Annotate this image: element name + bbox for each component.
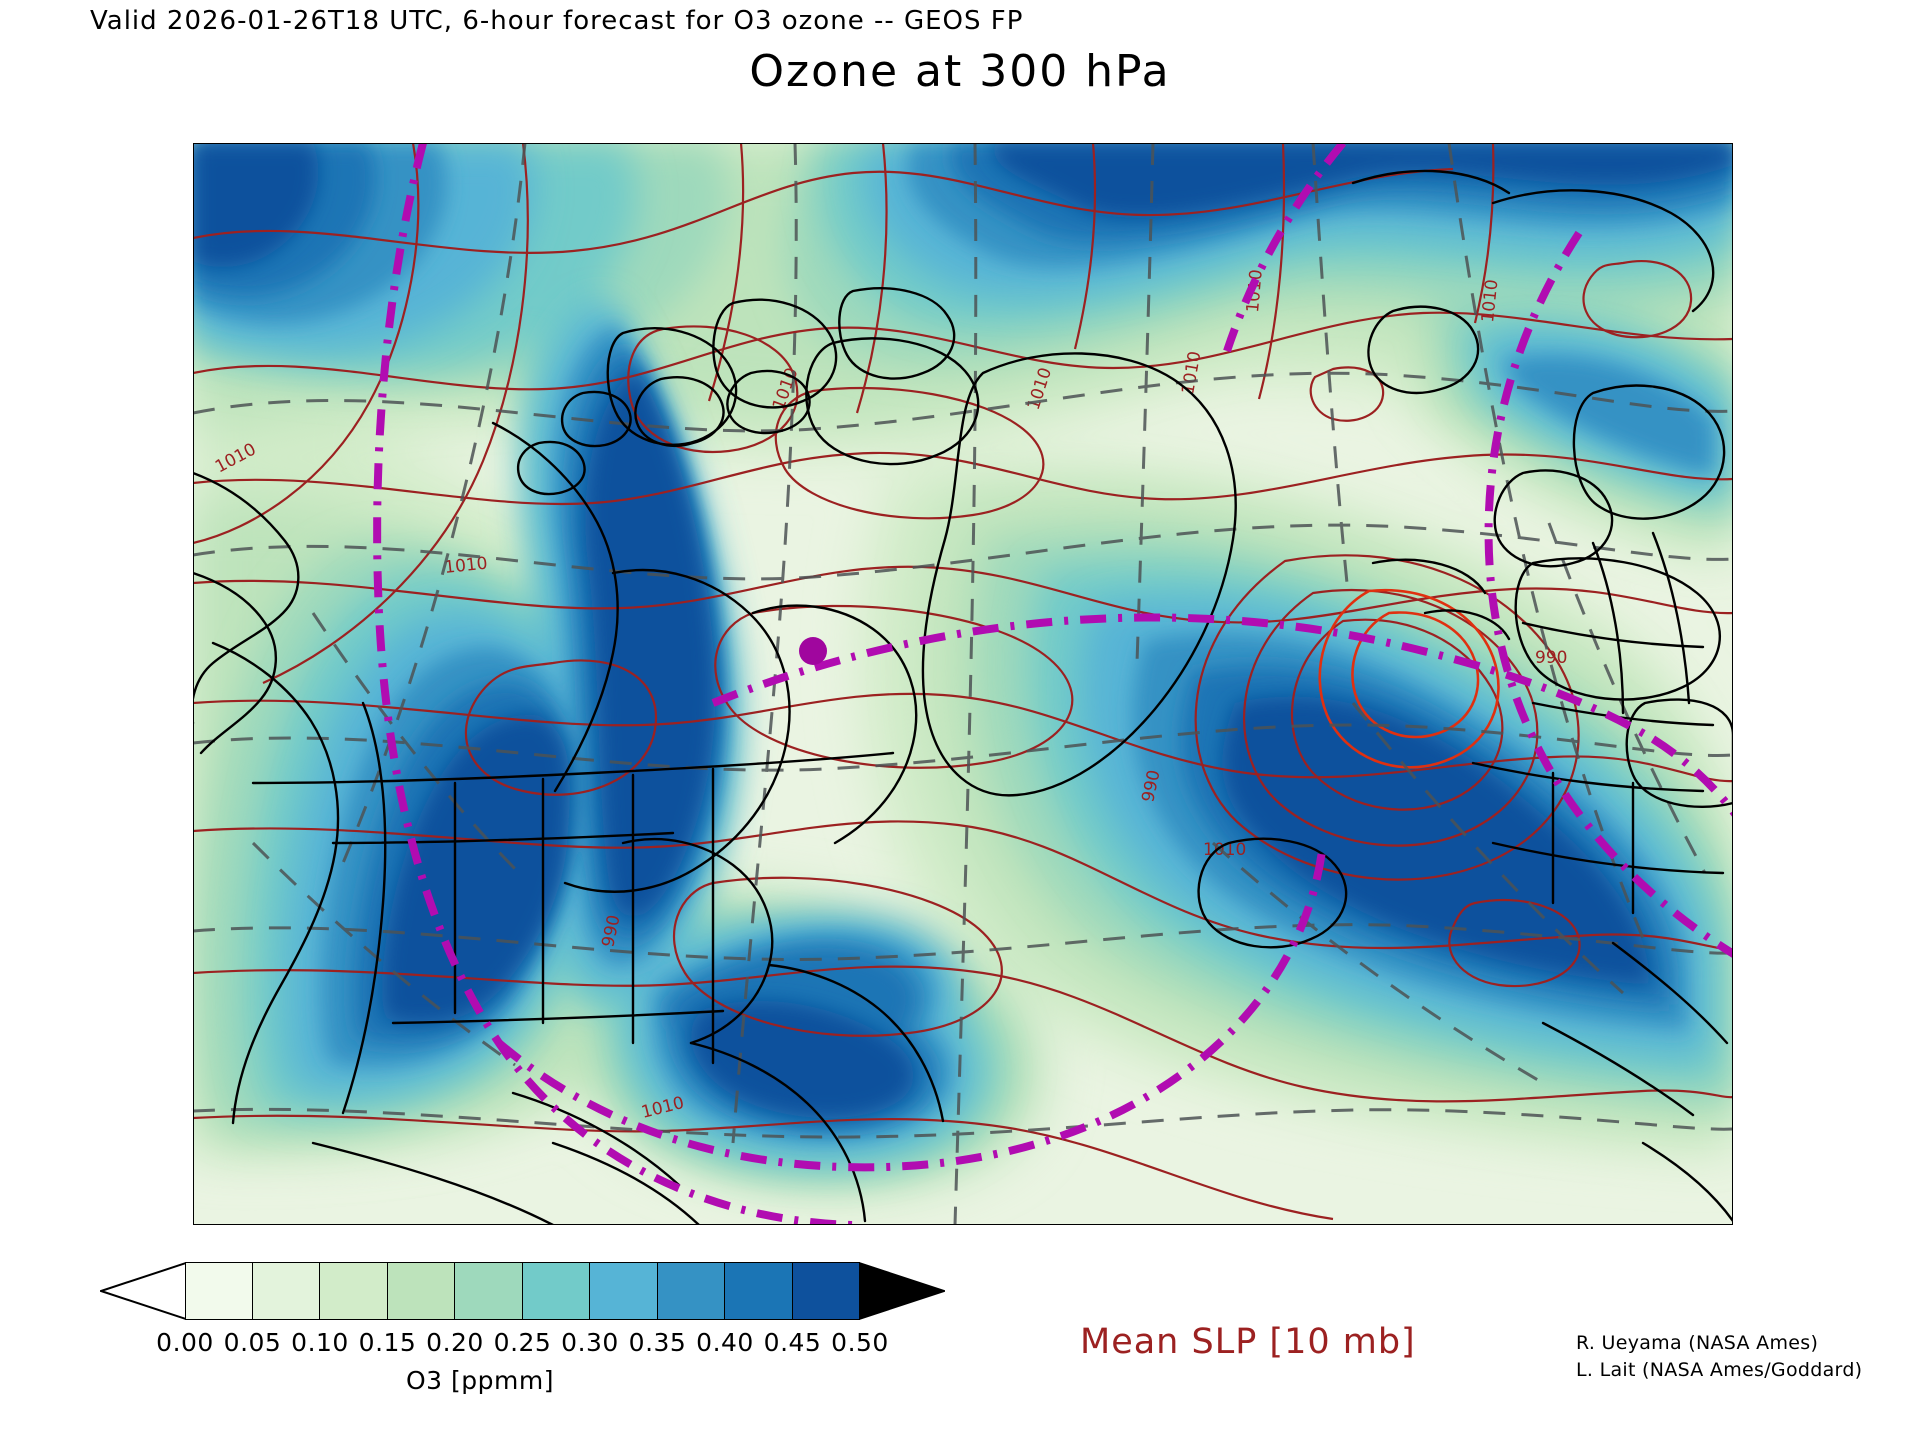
ozone-map[interactable]: 1010 1010 1010 990 990 1010 990 1010 101… (193, 143, 1733, 1225)
colorbar-axis-label: O3 [ppmm] (406, 1366, 554, 1395)
colorbar-tick-7: 0.35 (628, 1328, 687, 1357)
page-title: Ozone at 300 hPa (749, 46, 1171, 97)
colorbar-cell-1 (252, 1262, 320, 1320)
colorbar-cell-9 (792, 1262, 860, 1320)
credit-line-2: L. Lait (NASA Ames/Goddard) (1576, 1359, 1863, 1381)
svg-text:1010: 1010 (1478, 278, 1502, 323)
ozone-filled-contours (193, 143, 1733, 1225)
solar-terminator (373, 143, 1733, 1225)
colorbar-cell-7 (657, 1262, 725, 1320)
slp-note: Mean SLP [10 mb] (1080, 1322, 1416, 1362)
colorbar-tick-6: 0.30 (561, 1328, 619, 1357)
colorbar-tick-10: 0.50 (831, 1328, 889, 1357)
colorbar-over-cap (859, 1262, 945, 1320)
colorbar-cells (185, 1262, 860, 1320)
colorbar-tick-1: 0.05 (223, 1328, 282, 1357)
colorbar-cell-4 (455, 1262, 523, 1320)
colorbar[interactable] (100, 1262, 980, 1332)
colorbar-cell-3 (387, 1262, 455, 1320)
svg-text:990: 990 (1535, 648, 1567, 668)
colorbar-cell-8 (725, 1262, 793, 1320)
site-marker[interactable] (799, 637, 827, 665)
colorbar-tick-3: 0.15 (358, 1328, 417, 1357)
colorbar-cell-6 (590, 1262, 658, 1320)
graticule (193, 143, 1733, 1225)
colorbar-tick-9: 0.45 (763, 1328, 822, 1357)
colorbar-ticks: 0.00 0.05 0.10 0.15 0.20 0.25 0.30 0.35 0.40 0.45… (100, 1328, 980, 1362)
valid-time-subtitle: Valid 2026-01-26T18 UTC, 6-hour forecast… (90, 6, 1024, 36)
colorbar-cell-5 (522, 1262, 590, 1320)
colorbar-tick-4: 0.20 (426, 1328, 484, 1357)
credits: R. Ueyama (NASA Ames) L. Lait (NASA Ames… (1576, 1330, 1862, 1384)
colorbar-cell-0 (185, 1262, 253, 1320)
svg-text:1010: 1010 (443, 554, 488, 578)
colorbar-cell-2 (320, 1262, 388, 1320)
colorbar-tick-8: 0.40 (696, 1328, 754, 1357)
colorbar-under-cap (100, 1262, 186, 1320)
colorbar-tick-0: 0.00 (156, 1328, 214, 1357)
coastlines (193, 169, 1733, 1225)
credit-line-1: R. Ueyama (NASA Ames) (1576, 1332, 1819, 1354)
colorbar-tick-5: 0.25 (493, 1328, 552, 1357)
colorbar-tick-2: 0.10 (291, 1328, 349, 1357)
